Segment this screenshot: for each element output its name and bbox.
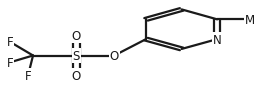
Text: F: F — [7, 36, 13, 49]
Text: S: S — [72, 50, 80, 62]
Text: O: O — [72, 70, 81, 83]
Text: F: F — [7, 56, 13, 69]
Text: F: F — [25, 70, 31, 83]
Text: O: O — [110, 50, 119, 62]
Text: O: O — [72, 29, 81, 42]
Text: Me: Me — [245, 14, 254, 27]
Text: N: N — [213, 33, 221, 46]
